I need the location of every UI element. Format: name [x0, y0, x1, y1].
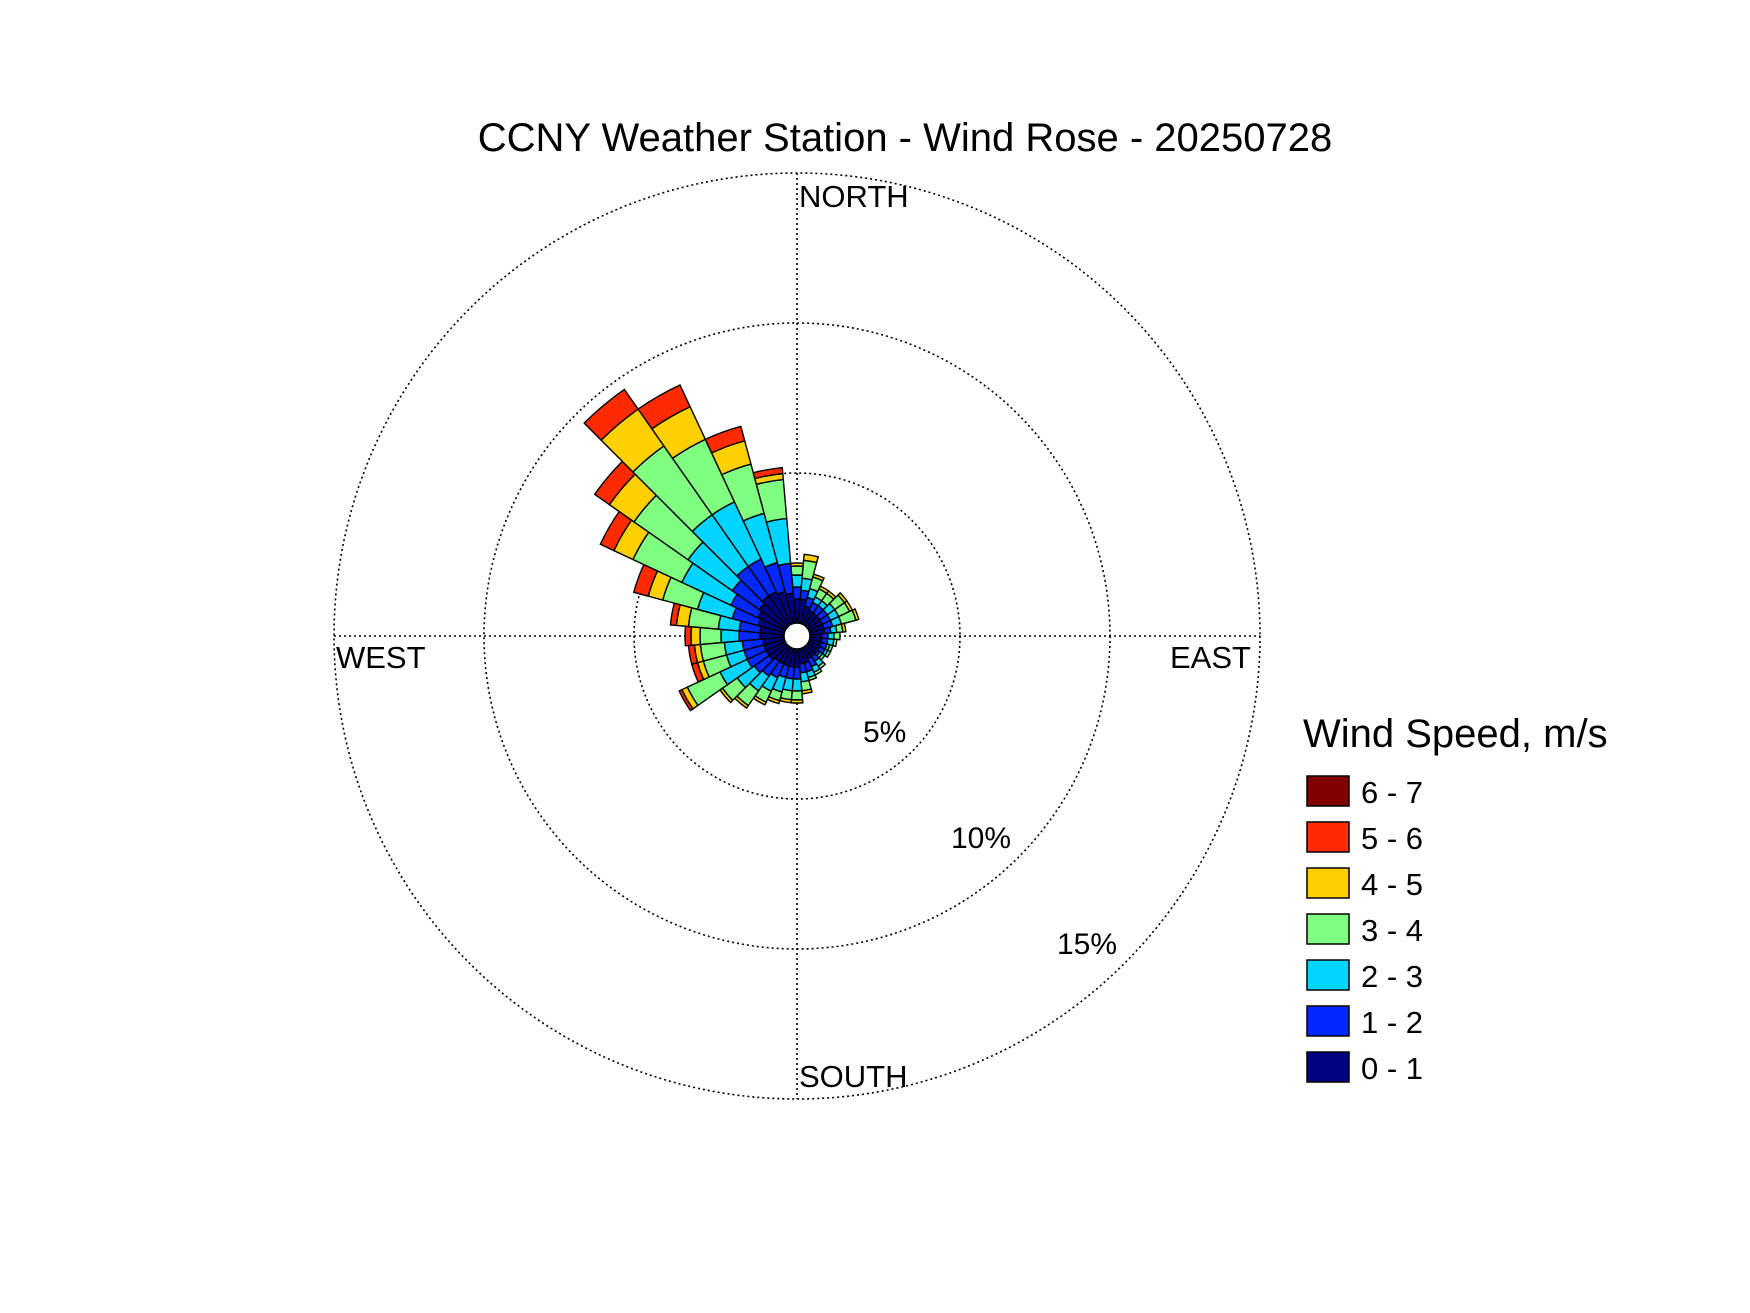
polar-grid	[333, 172, 1261, 1100]
bar-segment-330-5-6	[637, 384, 692, 430]
legend-swatch-6-7	[1306, 775, 1350, 807]
sector-340	[704, 425, 795, 626]
bar-segment-0-2-3	[790, 574, 804, 588]
center-hole	[783, 622, 811, 650]
bar-segment-270-4-5	[690, 626, 702, 646]
bar-segment-240-5-6	[678, 688, 694, 712]
legend-swatch-0-1	[1306, 1051, 1350, 1083]
south-label: SOUTH	[799, 1059, 908, 1094]
bar-segment-0-4-5	[789, 562, 805, 568]
sector-280	[669, 602, 786, 636]
bar-segment-0-3-4	[790, 565, 804, 576]
bar-segment-320-5-6	[583, 388, 640, 442]
legend-items: 6 - 7 5 - 6 4 - 5 3 - 4 2 - 3 1 - 2 0 - 1	[1306, 775, 1423, 1086]
sector-20	[799, 573, 825, 626]
east-label: EAST	[1170, 640, 1251, 675]
bar-segment-70-4-5	[851, 608, 860, 622]
legend-label-5-6: 5 - 6	[1361, 821, 1423, 856]
sector-290	[632, 563, 787, 634]
sector-350	[752, 466, 797, 625]
legend-label-3-4: 3 - 4	[1361, 913, 1423, 948]
legend-swatch-1-2	[1306, 1005, 1350, 1037]
west-label: WEST	[336, 640, 426, 675]
legend-label-4-5: 4 - 5	[1361, 867, 1423, 902]
bar-segment-120-3-4	[823, 649, 832, 659]
ring-label-15: 15%	[1057, 928, 1117, 961]
bar-segment-270-5-6	[684, 625, 693, 647]
chart-title: CCNY Weather Station - Wind Rose - 20250…	[478, 116, 1333, 160]
bar-segment-90-3-4	[833, 631, 841, 641]
legend-label-2-3: 2 - 3	[1361, 959, 1423, 994]
sector-320	[583, 388, 791, 628]
bar-segment-340-5-6	[704, 425, 746, 454]
bar-segment-100-3-4	[831, 638, 838, 648]
bar-segment-80-4-5	[840, 622, 847, 633]
legend-label-6-7: 6 - 7	[1361, 775, 1423, 810]
bar-segment-20-4-5	[811, 573, 825, 582]
wind-rose-bars	[583, 384, 860, 712]
legend-swatch-4-5	[1306, 867, 1350, 899]
bar-segment-10-4-5	[802, 553, 820, 564]
bar-segment-350-5-6	[752, 466, 784, 480]
sector-240	[678, 640, 788, 712]
legend: Wind Speed, m/s 6 - 7 5 - 6 4 - 5 3 - 4 2 - …	[1303, 712, 1608, 1086]
bar-segment-180-4-5	[790, 698, 804, 704]
legend-swatch-3-4	[1306, 913, 1350, 945]
north-label: NORTH	[799, 179, 909, 214]
legend-label-1-2: 1 - 2	[1361, 1005, 1423, 1040]
legend-swatch-5-6	[1306, 821, 1350, 853]
ring-label-5: 5%	[863, 716, 906, 749]
bar-segment-180-3-4	[790, 690, 804, 701]
ring-label-10: 10%	[951, 822, 1011, 855]
legend-swatch-2-3	[1306, 959, 1350, 991]
legend-label-0-1: 0 - 1	[1361, 1051, 1423, 1086]
legend-title: Wind Speed, m/s	[1303, 712, 1608, 756]
bar-segment-270-3-4	[699, 626, 723, 646]
sector-310	[593, 460, 789, 630]
